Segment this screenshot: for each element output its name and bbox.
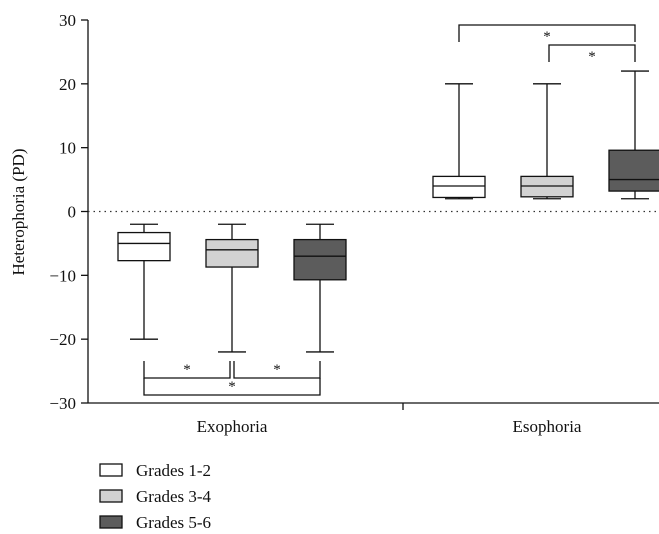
legend-label: Grades 5-6 [136, 513, 211, 532]
legend-item: Grades 3-4 [99, 487, 212, 506]
significance-bracket: * [458, 24, 636, 45]
y-tick-label: 0 [68, 203, 77, 222]
significance-star: * [588, 49, 596, 65]
significance-star: * [273, 362, 281, 378]
bracket-line [143, 378, 321, 396]
significance-star: * [228, 379, 236, 395]
legend-item: Grades 1-2 [99, 461, 211, 480]
legend-swatch [99, 489, 123, 503]
y-tick-label: 10 [59, 139, 76, 158]
legend: Grades 1-2 Grades 3-4 Grades 5-6 [99, 461, 212, 532]
box-iqr [205, 238, 259, 268]
y-tick-label: 30 [59, 11, 76, 30]
bracket-line [143, 361, 231, 379]
x-tick-label: Esophoria [513, 417, 582, 436]
y-tick-label: −20 [49, 330, 76, 349]
box-iqr [117, 231, 171, 262]
significance-star: * [543, 29, 551, 45]
legend-item: Grades 5-6 [99, 513, 211, 532]
box-grades-3-4-exophoria [205, 223, 259, 353]
y-axis-label: Heterophoria (PD) [9, 149, 28, 276]
x-tick-label: Exophoria [197, 417, 268, 436]
box-grades-1-2-exophoria [117, 223, 171, 340]
significance-star: * [183, 362, 191, 378]
y-tick-label: −30 [49, 394, 76, 413]
bracket-line [548, 44, 636, 62]
significance-bracket: * [548, 44, 636, 65]
y-tick-label: −10 [49, 266, 76, 285]
box-iqr [293, 238, 347, 281]
significance-bracket: * [143, 378, 321, 396]
box-grades-1-2-esophoria [432, 83, 486, 200]
box-grades-5-6-esophoria [608, 70, 659, 200]
bracket-line [233, 361, 321, 379]
box-grades-5-6-exophoria [293, 223, 347, 353]
significance-bracket: * [143, 361, 231, 379]
y-tick-label: 20 [59, 75, 76, 94]
legend-label: Grades 3-4 [136, 487, 212, 506]
significance-brackets: * * * * * [143, 24, 636, 396]
box-iqr [432, 175, 486, 199]
box-series [117, 70, 659, 353]
box-iqr [608, 149, 659, 192]
legend-swatch [99, 463, 123, 477]
legend-swatch [99, 515, 123, 529]
axes: −30 −20 −10 0 10 20 30 Exophoria Esophoria [49, 11, 659, 436]
box-grades-3-4-esophoria [520, 83, 574, 200]
bracket-line [458, 24, 636, 42]
legend-label: Grades 1-2 [136, 461, 211, 480]
significance-bracket: * [233, 361, 321, 379]
